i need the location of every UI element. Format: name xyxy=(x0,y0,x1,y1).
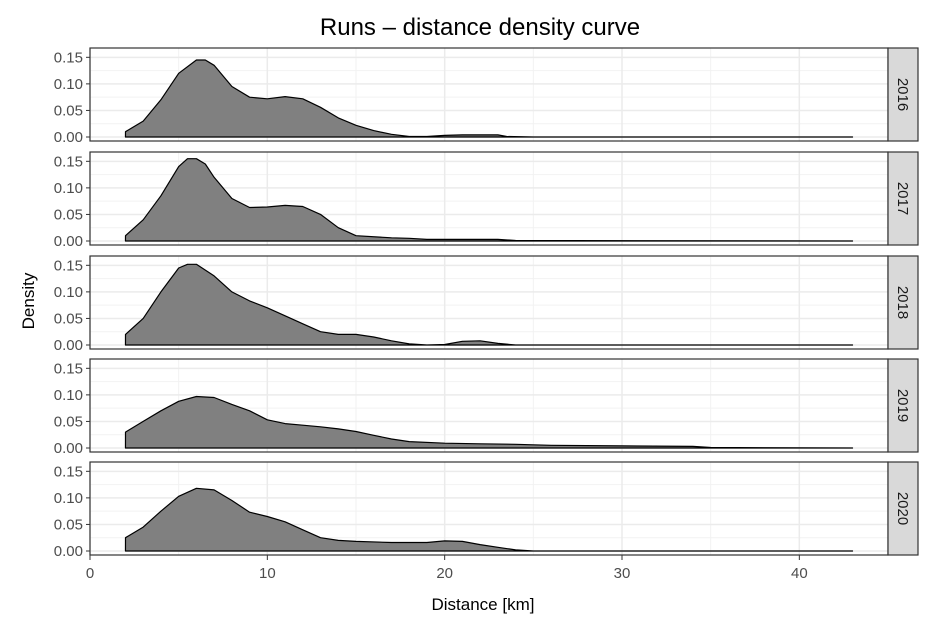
y-tick-label: 0.10 xyxy=(54,284,83,301)
facet-panel-2016: 0.00 0.05 0.10 0.15 2016 xyxy=(54,48,918,146)
x-tick-label: 30 xyxy=(614,565,631,582)
y-tick-label: 0.05 xyxy=(54,516,83,533)
facet-label: 2020 xyxy=(894,492,911,525)
x-tick-label: 40 xyxy=(791,565,808,582)
y-tick-label: 0.00 xyxy=(54,440,83,457)
y-tick-label: 0.05 xyxy=(54,413,83,430)
y-tick-label: 0.10 xyxy=(54,490,83,507)
x-tick-label: 10 xyxy=(259,565,276,582)
facet-label: 2019 xyxy=(894,389,911,422)
facet-panel-2018: 0.00 0.05 0.10 0.15 2018 xyxy=(54,256,918,354)
facet-label: 2017 xyxy=(894,182,911,215)
chart-title: Runs – distance density curve xyxy=(320,14,640,41)
x-tick-label: 20 xyxy=(436,565,453,582)
y-tick-label: 0.00 xyxy=(54,337,83,354)
x-tick-label: 0 xyxy=(86,565,94,582)
y-tick-label: 0.15 xyxy=(54,360,83,377)
x-axis: 0 10 20 30 40 xyxy=(86,555,808,582)
y-tick-label: 0.10 xyxy=(54,387,83,404)
facet-label: 2018 xyxy=(894,286,911,319)
y-tick-label: 0.00 xyxy=(54,543,83,560)
y-tick-label: 0.10 xyxy=(54,180,83,197)
y-tick-label: 0.15 xyxy=(54,153,83,170)
y-tick-label: 0.05 xyxy=(54,102,83,119)
y-tick-label: 0.05 xyxy=(54,310,83,327)
facet-panel-2020: 0.00 0.05 0.10 0.15 2020 xyxy=(54,462,918,560)
y-tick-label: 0.15 xyxy=(54,49,83,66)
y-tick-label: 0.00 xyxy=(54,129,83,146)
facet-panel-2017: 0.00 0.05 0.10 0.15 2017 xyxy=(54,152,918,250)
y-tick-label: 0.15 xyxy=(54,463,83,480)
facet-panel-2019: 0.00 0.05 0.10 0.15 2019 xyxy=(54,359,918,457)
y-axis-title: Density xyxy=(19,272,38,329)
y-tick-label: 0.00 xyxy=(54,233,83,250)
y-tick-label: 0.10 xyxy=(54,76,83,93)
x-axis-title: Distance [km] xyxy=(432,595,535,614)
facet-panels: 0.00 0.05 0.10 0.15 2016 0.00 0.05 0.10 0.15 2017… xyxy=(54,48,918,560)
facet-label: 2016 xyxy=(894,78,911,111)
y-tick-label: 0.15 xyxy=(54,257,83,274)
y-tick-label: 0.05 xyxy=(54,206,83,223)
